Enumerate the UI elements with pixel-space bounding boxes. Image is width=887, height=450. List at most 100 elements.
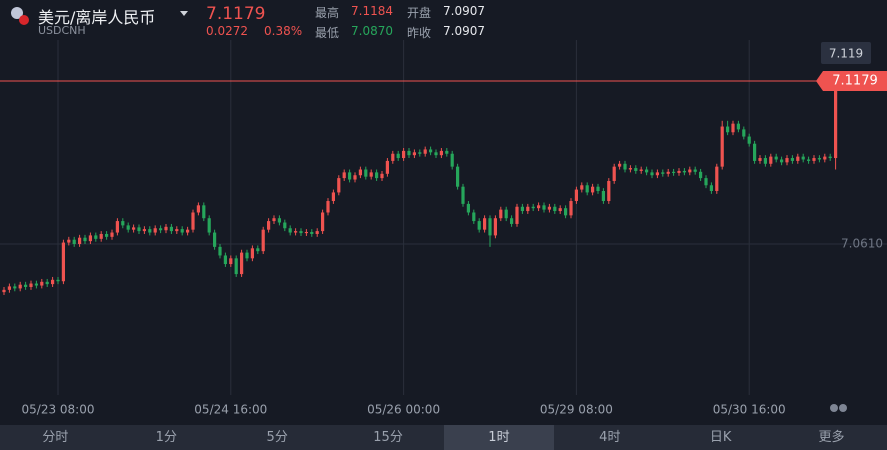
candle-body — [310, 231, 314, 234]
candle-body — [196, 205, 200, 213]
title[interactable]: 美元/离岸人民币 — [38, 8, 156, 27]
candle-body — [24, 284, 28, 287]
candle-body — [142, 229, 146, 232]
candle-body — [412, 152, 416, 156]
candle-body — [515, 206, 519, 224]
y-tick-label: 7.0610 — [841, 237, 883, 251]
candle-body — [823, 156, 827, 160]
candle-body — [493, 218, 497, 236]
candle-body — [709, 185, 713, 191]
candle-body — [758, 158, 762, 161]
candle-body — [402, 150, 406, 159]
tab[interactable]: 更多 — [818, 430, 845, 445]
x-tick-label: 05/30 16:00 — [713, 403, 786, 417]
candle-body — [353, 175, 357, 180]
tab[interactable]: 分时 — [42, 430, 69, 445]
candle-body — [666, 171, 670, 174]
candle-body — [256, 248, 260, 252]
candle-body — [186, 229, 190, 233]
candle-body — [391, 153, 395, 161]
dropdown-arrow[interactable] — [180, 11, 188, 16]
candle-body — [596, 186, 600, 191]
candle-body — [240, 252, 244, 275]
candle-body — [110, 232, 114, 237]
candle-body — [456, 166, 460, 187]
flag-cn — [19, 15, 29, 25]
x-tick-label: 05/29 08:00 — [540, 403, 613, 417]
tab[interactable]: 15分 — [373, 430, 403, 445]
candle-body — [574, 189, 578, 202]
candle-body — [736, 123, 740, 130]
candle-body — [121, 221, 125, 226]
candle-body — [483, 218, 487, 230]
candle-body — [699, 171, 703, 179]
candle-body — [812, 158, 816, 161]
tab[interactable]: 5分 — [266, 430, 288, 445]
candle-body — [488, 218, 492, 236]
candle-body — [785, 158, 789, 163]
candle-body — [126, 225, 130, 230]
candle-body — [807, 159, 811, 161]
candle-body — [834, 80, 838, 159]
candle-body — [72, 239, 76, 245]
tab-bar: 分时 1分 5分 15分 1时 4时 日K 更多 — [0, 425, 887, 450]
candle-body — [774, 156, 778, 160]
crosshair-label: 7.119 — [829, 47, 863, 61]
flag-us — [11, 7, 23, 19]
candle-body — [634, 168, 638, 171]
candle-body — [175, 229, 179, 232]
candle-body — [542, 205, 546, 210]
candle-body — [580, 185, 584, 190]
candle-body — [78, 237, 82, 245]
plot: 7.0610 05/23 08:00 05/24 16:00 05/26 00:00 0… — [0, 40, 887, 417]
candle-body — [132, 227, 136, 230]
stat-label: 昨收 — [407, 26, 432, 40]
candle-body — [537, 205, 541, 209]
candle-body — [396, 153, 400, 159]
candle-body — [688, 169, 692, 173]
candle-body — [105, 233, 109, 237]
candle-body — [639, 169, 643, 171]
candle-body — [672, 171, 676, 173]
candle-body — [283, 222, 287, 229]
candle-body — [99, 233, 103, 239]
candle-body — [250, 248, 254, 259]
candle-body — [321, 212, 325, 232]
candle-body — [169, 226, 173, 232]
candle-body — [591, 186, 595, 193]
candle-body — [202, 205, 206, 219]
tab[interactable]: 1分 — [155, 430, 177, 445]
x-tick-label: 05/24 16:00 — [194, 403, 267, 417]
candle-body — [569, 201, 573, 216]
candle-body — [213, 232, 217, 247]
candle-body — [520, 206, 524, 212]
candle-body — [18, 284, 22, 289]
candle-body — [564, 208, 568, 216]
candle-body — [526, 206, 530, 212]
candle-body — [429, 149, 433, 153]
candle-body — [164, 226, 168, 231]
candle-body — [267, 221, 271, 230]
candle-body — [418, 152, 422, 154]
candle-body — [801, 156, 805, 160]
candle-body — [531, 206, 535, 209]
candle-body — [261, 229, 265, 252]
stat-value: 7.0870 — [351, 24, 393, 38]
candle-body — [715, 166, 719, 191]
tab[interactable]: 日K — [709, 430, 732, 445]
toggle-dot[interactable] — [839, 404, 847, 412]
candle-body — [407, 150, 411, 156]
stat-label: 最低 — [315, 26, 340, 40]
tab[interactable]: 1时 — [443, 425, 555, 450]
candle-body — [601, 190, 605, 202]
candle-body — [817, 158, 821, 160]
candle-body — [553, 206, 557, 212]
candle-body — [466, 203, 470, 213]
candle-body — [326, 201, 330, 213]
candle-body — [510, 218, 514, 224]
x-tick-label: 05/23 08:00 — [22, 403, 95, 417]
tab[interactable]: 4时 — [599, 430, 621, 445]
toggle-dot[interactable] — [830, 404, 838, 412]
candle-body — [137, 227, 141, 232]
candle-body — [7, 286, 11, 290]
